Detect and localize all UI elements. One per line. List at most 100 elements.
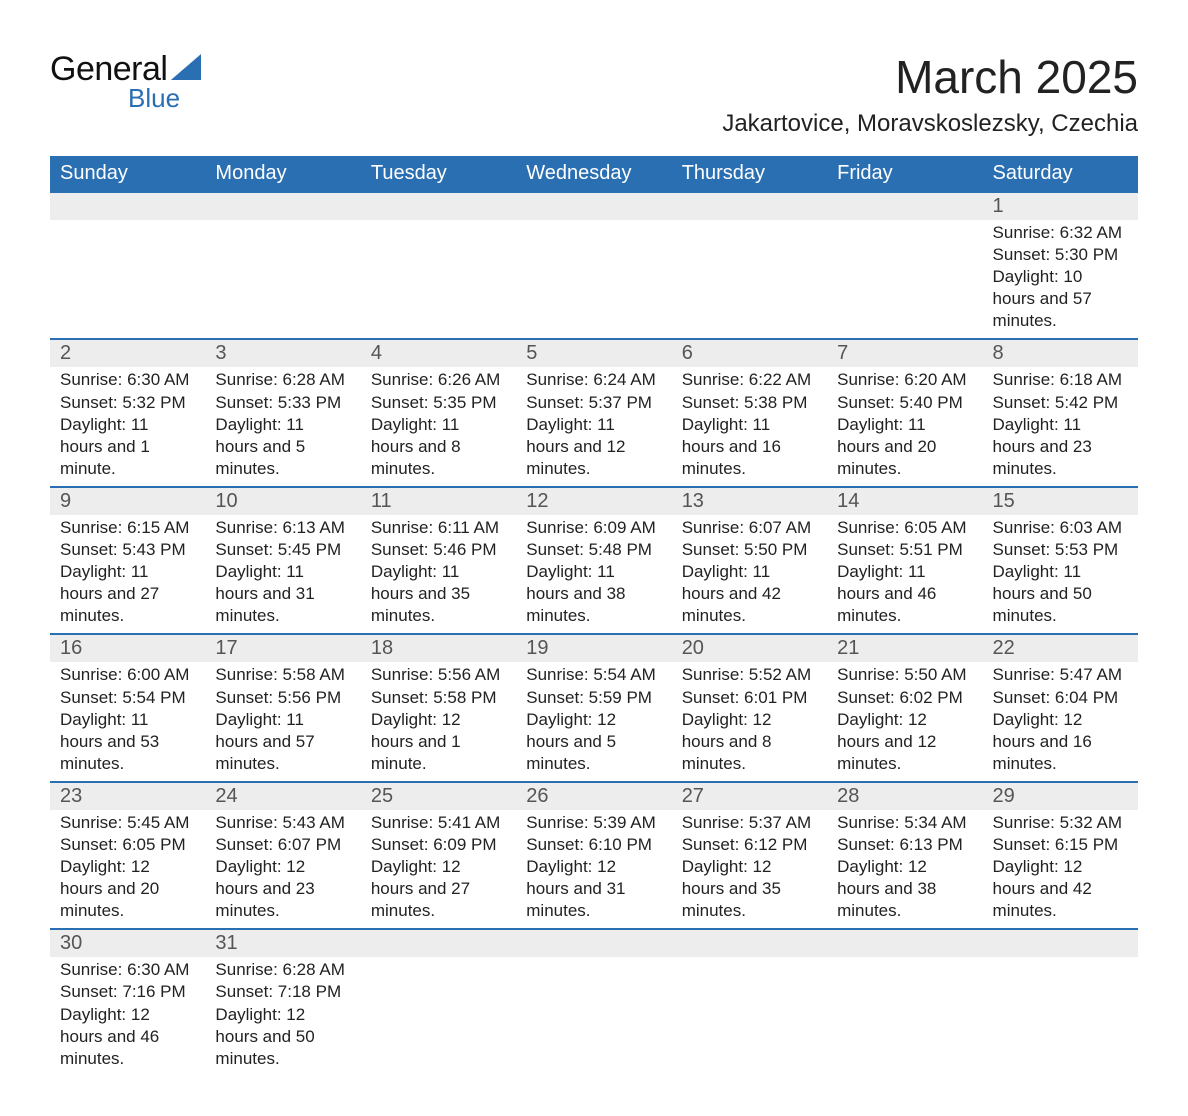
day-data: Sunrise: 5:39 AMSunset: 6:10 PMDaylight:…	[516, 810, 671, 928]
day-data-cell: Sunrise: 6:00 AMSunset: 5:54 PMDaylight:…	[50, 662, 205, 781]
day-number-cell: 10	[205, 487, 360, 515]
day-data-cell: Sunrise: 5:32 AMSunset: 6:15 PMDaylight:…	[983, 810, 1138, 929]
day-number: 13	[672, 488, 827, 515]
day-data: Sunrise: 6:20 AMSunset: 5:40 PMDaylight:…	[827, 367, 982, 485]
day-number: 26	[516, 783, 671, 810]
day-data-cell: Sunrise: 5:34 AMSunset: 6:13 PMDaylight:…	[827, 810, 982, 929]
day-number: 11	[361, 488, 516, 515]
weekday-header: Monday	[205, 156, 360, 192]
day-data-cell: Sunrise: 6:28 AMSunset: 5:33 PMDaylight:…	[205, 367, 360, 486]
day-number-cell	[361, 929, 516, 957]
day-number: 29	[983, 783, 1138, 810]
day-data: Sunrise: 6:22 AMSunset: 5:38 PMDaylight:…	[672, 367, 827, 485]
day-number-cell: 4	[361, 339, 516, 367]
day-number-cell: 9	[50, 487, 205, 515]
day-data: Sunrise: 5:52 AMSunset: 6:01 PMDaylight:…	[672, 662, 827, 780]
day-data: Sunrise: 5:41 AMSunset: 6:09 PMDaylight:…	[361, 810, 516, 928]
day-number-cell	[205, 192, 360, 220]
day-data-cell	[827, 220, 982, 339]
day-data-cell: Sunrise: 5:56 AMSunset: 5:58 PMDaylight:…	[361, 662, 516, 781]
day-data-cell: Sunrise: 6:18 AMSunset: 5:42 PMDaylight:…	[983, 367, 1138, 486]
day-data-cell: Sunrise: 6:11 AMSunset: 5:46 PMDaylight:…	[361, 515, 516, 634]
day-number-cell	[672, 192, 827, 220]
day-number: 20	[672, 635, 827, 662]
day-data: Sunrise: 6:30 AMSunset: 5:32 PMDaylight:…	[50, 367, 205, 485]
day-data-cell	[983, 957, 1138, 1075]
day-data-cell: Sunrise: 6:09 AMSunset: 5:48 PMDaylight:…	[516, 515, 671, 634]
day-data: Sunrise: 6:26 AMSunset: 5:35 PMDaylight:…	[361, 367, 516, 485]
day-data-cell: Sunrise: 6:15 AMSunset: 5:43 PMDaylight:…	[50, 515, 205, 634]
day-number-cell	[672, 929, 827, 957]
day-number: 1	[983, 193, 1138, 220]
day-number: 3	[205, 340, 360, 367]
day-number-cell: 21	[827, 634, 982, 662]
weekday-header: Sunday	[50, 156, 205, 192]
day-number-cell: 8	[983, 339, 1138, 367]
day-number: 24	[205, 783, 360, 810]
day-number-cell: 23	[50, 782, 205, 810]
day-number-cell	[516, 192, 671, 220]
day-data: Sunrise: 5:47 AMSunset: 6:04 PMDaylight:…	[983, 662, 1138, 780]
weekday-header: Thursday	[672, 156, 827, 192]
day-number: 21	[827, 635, 982, 662]
day-data-cell	[672, 220, 827, 339]
day-data: Sunrise: 6:07 AMSunset: 5:50 PMDaylight:…	[672, 515, 827, 633]
day-data: Sunrise: 5:56 AMSunset: 5:58 PMDaylight:…	[361, 662, 516, 780]
day-data-cell: Sunrise: 6:30 AMSunset: 5:32 PMDaylight:…	[50, 367, 205, 486]
day-data-cell	[516, 220, 671, 339]
day-data-cell: Sunrise: 6:13 AMSunset: 5:45 PMDaylight:…	[205, 515, 360, 634]
day-number-cell: 12	[516, 487, 671, 515]
day-number-cell: 16	[50, 634, 205, 662]
day-data-cell	[361, 957, 516, 1075]
day-data-cell	[50, 220, 205, 339]
day-data: Sunrise: 6:00 AMSunset: 5:54 PMDaylight:…	[50, 662, 205, 780]
day-number: 8	[983, 340, 1138, 367]
day-number-cell: 30	[50, 929, 205, 957]
day-data-cell: Sunrise: 6:03 AMSunset: 5:53 PMDaylight:…	[983, 515, 1138, 634]
calendar-table: SundayMondayTuesdayWednesdayThursdayFrid…	[50, 156, 1138, 1076]
day-number: 28	[827, 783, 982, 810]
day-data-cell: Sunrise: 5:41 AMSunset: 6:09 PMDaylight:…	[361, 810, 516, 929]
day-number-cell: 25	[361, 782, 516, 810]
day-data-cell: Sunrise: 6:20 AMSunset: 5:40 PMDaylight:…	[827, 367, 982, 486]
day-number: 16	[50, 635, 205, 662]
day-number-cell: 5	[516, 339, 671, 367]
day-data-cell: Sunrise: 5:43 AMSunset: 6:07 PMDaylight:…	[205, 810, 360, 929]
day-data-cell: Sunrise: 5:47 AMSunset: 6:04 PMDaylight:…	[983, 662, 1138, 781]
day-data-cell: Sunrise: 5:45 AMSunset: 6:05 PMDaylight:…	[50, 810, 205, 929]
day-data: Sunrise: 6:05 AMSunset: 5:51 PMDaylight:…	[827, 515, 982, 633]
logo-text-blue: Blue	[128, 83, 201, 114]
location-subtitle: Jakartovice, Moravskoslezsky, Czechia	[722, 110, 1138, 138]
day-number-cell	[516, 929, 671, 957]
day-number-cell	[50, 192, 205, 220]
title-block: March 2025 Jakartovice, Moravskoslezsky,…	[722, 50, 1138, 138]
day-number: 30	[50, 930, 205, 957]
day-data: Sunrise: 6:30 AMSunset: 7:16 PMDaylight:…	[50, 957, 205, 1075]
day-data-cell: Sunrise: 5:52 AMSunset: 6:01 PMDaylight:…	[672, 662, 827, 781]
day-number: 18	[361, 635, 516, 662]
day-data-cell	[516, 957, 671, 1075]
day-number: 2	[50, 340, 205, 367]
day-data: Sunrise: 6:28 AMSunset: 5:33 PMDaylight:…	[205, 367, 360, 485]
day-data-cell: Sunrise: 6:22 AMSunset: 5:38 PMDaylight:…	[672, 367, 827, 486]
day-data: Sunrise: 5:32 AMSunset: 6:15 PMDaylight:…	[983, 810, 1138, 928]
logo: General Blue	[50, 50, 201, 114]
day-number: 22	[983, 635, 1138, 662]
logo-triangle-icon	[171, 54, 201, 85]
day-number-cell: 2	[50, 339, 205, 367]
day-data-cell: Sunrise: 5:58 AMSunset: 5:56 PMDaylight:…	[205, 662, 360, 781]
day-data-cell: Sunrise: 6:32 AMSunset: 5:30 PMDaylight:…	[983, 220, 1138, 339]
day-data-cell: Sunrise: 5:37 AMSunset: 6:12 PMDaylight:…	[672, 810, 827, 929]
day-number: 23	[50, 783, 205, 810]
day-number: 19	[516, 635, 671, 662]
day-data: Sunrise: 6:24 AMSunset: 5:37 PMDaylight:…	[516, 367, 671, 485]
day-number: 5	[516, 340, 671, 367]
day-data-cell	[827, 957, 982, 1075]
day-number: 25	[361, 783, 516, 810]
day-number-cell	[983, 929, 1138, 957]
day-data-cell	[205, 220, 360, 339]
day-number: 27	[672, 783, 827, 810]
day-number: 7	[827, 340, 982, 367]
day-data: Sunrise: 5:54 AMSunset: 5:59 PMDaylight:…	[516, 662, 671, 780]
day-number-cell: 22	[983, 634, 1138, 662]
